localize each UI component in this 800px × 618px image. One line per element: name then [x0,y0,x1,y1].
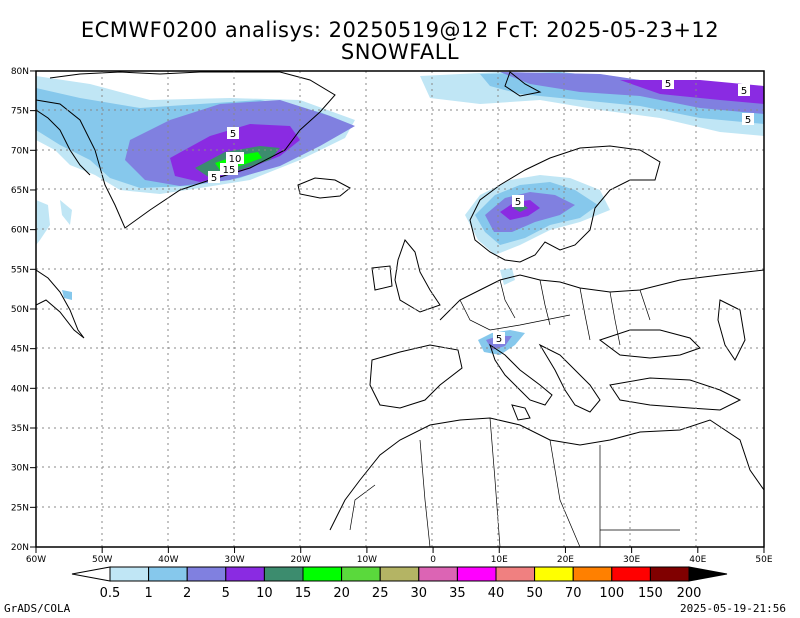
snow-field-scandinavia [62,175,610,355]
legend-label: 25 [372,586,389,601]
legend-swatch [572,566,613,582]
legend-swatch [263,566,304,582]
lat-tick-label: 65N [11,186,29,196]
legend-label: 15 [295,586,312,601]
legend-swatch [495,566,536,582]
contour-label: 5 [512,195,524,208]
svg-text:10: 10 [229,154,242,165]
lat-tick-label: 25N [11,503,29,513]
lat-tick-label: 35N [11,424,29,434]
lat-tick-label: 50N [11,305,29,315]
svg-text:5: 5 [211,173,217,184]
borders [349,279,680,547]
legend-swatch [418,566,458,582]
legend-swatch [534,566,574,582]
lon-tick-label: 0 [430,555,436,565]
legend-swatch-low [71,566,111,582]
legend-swatch [225,566,265,582]
lat-tick-label: 70N [11,146,29,156]
legend-label: 10 [256,586,273,601]
legend-swatch [341,566,381,582]
lon-tick-label: 30E [623,555,640,565]
contour-label: 5 [662,77,674,90]
lon-tick-label: 10W [357,555,377,565]
lat-tick-label: 20N [11,543,29,553]
svg-text:5: 5 [745,115,751,126]
legend-label: 200 [677,586,702,601]
lat-tick-label: 55N [11,265,29,275]
legend-swatch [649,566,690,582]
legend-label: 35 [449,586,466,601]
lat-tick-label: 60N [11,226,29,236]
longitude-axis: 60W 50W 40W 30W 20W 10W 0 10E 20E 30E 40E 50E [26,547,773,565]
svg-text:15: 15 [223,165,236,176]
lon-tick-label: 20E [557,555,574,565]
lon-tick-label: 30W [224,555,244,565]
graticule [36,71,764,547]
lat-tick-label: 40N [11,384,29,394]
map-subtitle: SNOWFALL [340,40,460,64]
lon-tick-label: 20W [291,555,311,565]
legend-label: 1 [144,586,152,601]
lon-tick-label: 50W [92,555,112,565]
legend-label: 70 [565,586,582,601]
legend-label: 30 [411,586,428,601]
legend-label: 2 [183,586,191,601]
contour-label: 15 [220,163,238,176]
legend-swatch [302,566,343,582]
snow-field-arctic [420,72,764,136]
svg-text:5: 5 [741,86,747,97]
contour-label: 10 [226,152,244,165]
legend-label: 5 [222,586,230,601]
legend-label: 50 [526,586,543,601]
lat-tick-label: 45N [11,345,29,355]
generation-timestamp: 2025-05-19-21:56 [680,602,786,615]
color-legend: 0.5 1 2 5 10 15 20 25 30 35 40 50 70 100 150 200 [71,566,728,601]
svg-text:5: 5 [515,197,521,208]
contour-label: 5 [227,127,239,140]
contour-label: 5 [738,84,750,97]
software-credit: GrADS/COLA [4,602,71,615]
legend-label: 20 [333,586,350,601]
svg-text:5: 5 [230,129,236,140]
legend-label: 0.5 [100,586,121,601]
lon-tick-label: 10E [491,555,508,565]
legend-swatch [109,566,150,582]
legend-swatch [379,566,420,582]
contour-label: 5 [208,171,220,184]
map-title: ECMWF0200 analisys: 20250519@12 FcT: 202… [80,18,720,42]
legend-swatch [611,566,651,582]
contour-label: 5 [742,113,754,126]
lon-tick-label: 40E [689,555,706,565]
contour-label: 5 [493,332,505,345]
legend-swatch [148,566,188,582]
lon-tick-label: 50E [755,555,772,565]
legend-label: 150 [638,586,663,601]
legend-label: 40 [488,586,505,601]
snow-field-greenland [36,76,355,245]
lat-tick-label: 30N [11,464,29,474]
lon-tick-label: 40W [158,555,178,565]
legend-swatch [456,566,497,582]
lat-tick-label: 75N [11,107,29,117]
contour-labels: 5 5 5 10 15 5 5 5 5 [208,77,754,345]
legend-label: 100 [599,586,624,601]
latitude-axis: 20N 25N 30N 35N 40N 45N 50N 55N 60N 65N 70N 75N 80N [11,67,36,553]
lon-tick-label: 60W [26,555,46,565]
legend-swatch [186,566,227,582]
svg-text:5: 5 [496,334,502,345]
lat-tick-label: 80N [11,67,29,77]
svg-text:5: 5 [665,79,671,90]
legend-swatch-high [688,566,728,582]
